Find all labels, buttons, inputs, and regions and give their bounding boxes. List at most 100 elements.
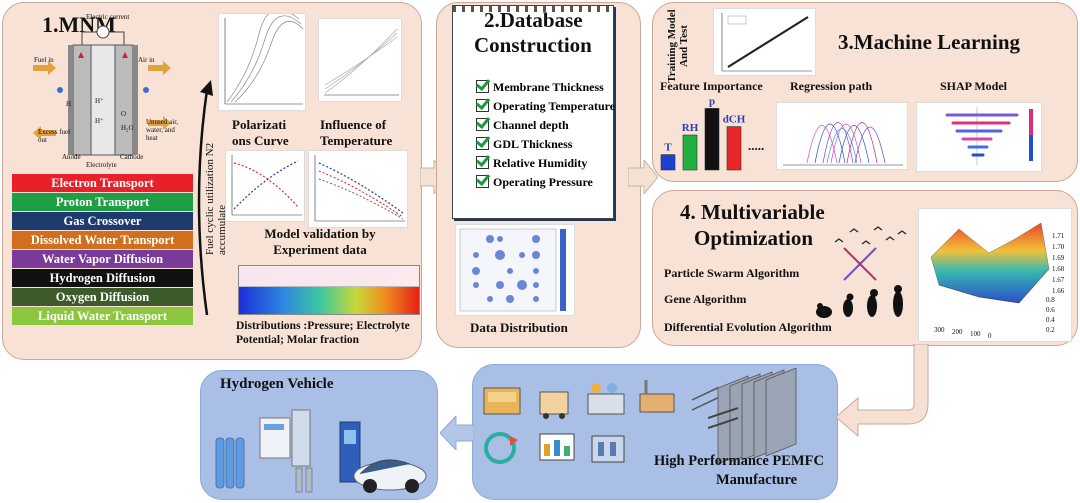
- unused-air-label: Unused air, water, and heat: [146, 118, 178, 142]
- influence-label: Influence of Temperature: [320, 117, 393, 148]
- o2-label: O: [121, 110, 127, 118]
- regression-path-label: Regression path: [790, 79, 873, 93]
- excess-fuel-label: Excess fuel out: [38, 128, 71, 144]
- electrolyte-label: Electrolyte: [86, 161, 117, 169]
- arrow-db-to-ml: [628, 160, 658, 194]
- vehicle-title: Hydrogen Vehicle: [220, 376, 334, 392]
- h2o-label: H₂O: [121, 124, 134, 132]
- feature-importance-label: Feature Importance: [660, 79, 763, 93]
- training-plot: [713, 8, 816, 76]
- data-distribution-label: Data Distribution: [470, 320, 568, 335]
- surface-tick: 1.66: [1052, 287, 1065, 295]
- transport-band: Oxygen Diffusion: [12, 288, 193, 306]
- checkbox-icon: [476, 137, 489, 150]
- surface-tick: 1.69: [1052, 254, 1065, 262]
- algorithm-label: Gene Algorithm: [664, 292, 747, 306]
- database-item: Operating Temperature: [476, 99, 615, 114]
- anode-label: Anode: [62, 153, 81, 161]
- fuel-in-label: Fuel in: [34, 56, 54, 64]
- temperature-curve-plot: [308, 150, 408, 228]
- shap-label: SHAP Model: [940, 79, 1008, 93]
- validation-label: Model validation by Experiment data: [264, 226, 376, 257]
- shap-plot: [916, 102, 1042, 172]
- checkbox-icon: [476, 99, 489, 112]
- algorithm-label: Differential Evolution Algorithm: [664, 320, 832, 334]
- factory-icons: [483, 380, 718, 464]
- database-item: GDL Thickness: [476, 137, 572, 152]
- feature-bar-label: T: [664, 142, 672, 154]
- database-item: Membrane Thickness: [476, 80, 604, 95]
- feature-bar-label: dCH: [723, 114, 746, 126]
- feature-bar: [682, 134, 698, 171]
- database-title-2: Construction: [474, 33, 592, 57]
- training-label: Training Model And Test: [666, 9, 690, 83]
- hydrogen-station-icon: [215, 409, 427, 493]
- transport-band: Gas Crossover: [12, 212, 193, 230]
- surface-tick: 1.70: [1052, 243, 1065, 251]
- distributions-label: Distributions :Pressure; Electrolyte Pot…: [236, 320, 410, 346]
- opt-title-2: Optimization: [694, 226, 813, 250]
- surface-tick: 0.6: [1046, 306, 1055, 314]
- surface-tick: 200: [952, 328, 963, 336]
- opt-title-1: 4. Multivariable: [680, 200, 825, 224]
- cathode-label: Cathode: [120, 153, 144, 161]
- transport-band: Electron Transport: [12, 174, 193, 192]
- transport-band: Liquid Water Transport: [12, 307, 193, 325]
- surface-tick: 0.4: [1046, 316, 1055, 324]
- dna-icon: [843, 247, 877, 281]
- optimization-surface-plot: [918, 208, 1072, 342]
- database-item-label: Membrane Thickness: [493, 80, 604, 94]
- surface-tick: 100: [970, 330, 981, 338]
- surface-tick: 0.8: [1046, 296, 1055, 304]
- database-item-label: Relative Humidity: [493, 156, 588, 170]
- surface-tick: 1.68: [1052, 265, 1065, 273]
- surface-tick: 0.2: [1046, 326, 1055, 334]
- distribution-heatmap: [238, 265, 420, 315]
- polarization-label: Polarizati ons Curve: [232, 117, 289, 148]
- electric-current-label: Electric current: [86, 13, 130, 21]
- checkbox-icon: [476, 118, 489, 131]
- algorithm-label: Particle Swarm Algorithm: [664, 266, 800, 280]
- manufacture-line1: High Performance PEMFC: [654, 453, 824, 469]
- feature-bar: [704, 108, 720, 171]
- birds-icon: [834, 226, 907, 245]
- database-item-label: Operating Temperature: [493, 99, 616, 113]
- feature-bar: [726, 126, 742, 171]
- database-item-label: Operating Pressure: [493, 175, 593, 189]
- database-item-label: Channel depth: [493, 118, 569, 132]
- surface-tick: 0: [988, 332, 992, 340]
- transport-band: Dissolved Water Transport: [12, 231, 193, 249]
- feature-bar-label: RH: [682, 122, 699, 134]
- database-item: Channel depth: [476, 118, 569, 133]
- database-item: Operating Pressure: [476, 175, 593, 190]
- hplus-label-1: H⁺: [95, 97, 104, 105]
- transport-band: Water Vapor Diffusion: [12, 250, 193, 268]
- ml-title: 3.Machine Learning: [838, 30, 1020, 54]
- surface-tick: 1.71: [1052, 232, 1065, 240]
- air-in-label: Air in: [138, 56, 155, 64]
- fuel-cell-schematic: [33, 25, 171, 156]
- checkbox-icon: [476, 175, 489, 188]
- transport-band: Hydrogen Diffusion: [12, 269, 193, 287]
- pemfc-stack-icon: [708, 368, 797, 464]
- polarization-curve-plot: [225, 150, 305, 222]
- checkbox-icon: [476, 156, 489, 169]
- arrow-opt-to-manufacture: [836, 344, 929, 438]
- evolution-icon: [816, 285, 903, 318]
- database-title-1: 2.Database: [484, 8, 583, 32]
- checkbox-icon: [476, 80, 489, 93]
- feature-bar: [660, 154, 676, 171]
- arrow-manufacture-to-vehicle: [440, 416, 474, 450]
- cycle-arrow: [197, 80, 213, 316]
- manufacture-line2: Manufacture: [716, 472, 798, 488]
- feature-bar-label: p: [709, 95, 715, 107]
- surface-tick: 300: [934, 326, 945, 334]
- regression-path-plot: [776, 102, 908, 170]
- polarization-plot-top: [218, 9, 306, 111]
- hplus-label-2: H⁺: [95, 117, 104, 125]
- transport-band: Proton Transport: [12, 193, 193, 211]
- database-item-label: GDL Thickness: [493, 137, 573, 151]
- feature-dots: .....: [748, 138, 765, 153]
- h2-label: H: [66, 100, 72, 108]
